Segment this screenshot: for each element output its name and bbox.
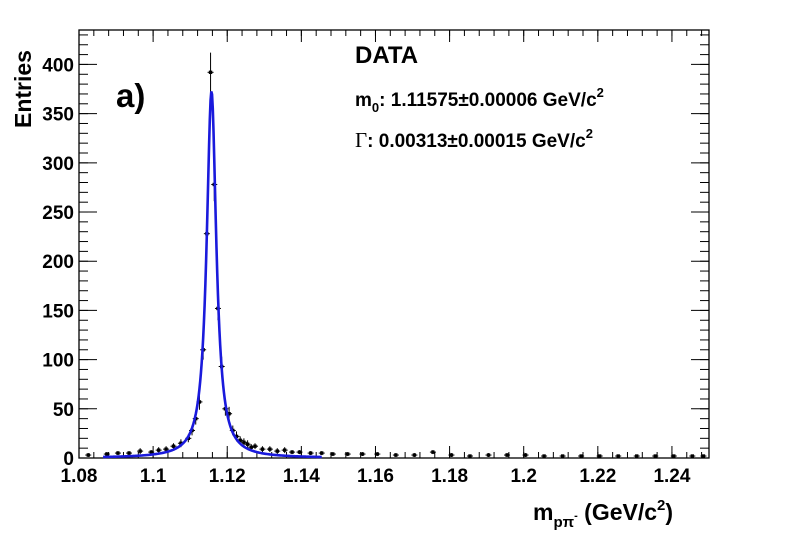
axis-ticks bbox=[78, 30, 709, 459]
y-tick-label: 200 bbox=[42, 252, 74, 273]
width-prefix: Γ bbox=[355, 128, 367, 152]
data-point bbox=[242, 440, 246, 444]
y-axis-title: Entries bbox=[10, 50, 36, 128]
data-point bbox=[579, 454, 583, 458]
x-tick-label: 1.2 bbox=[510, 466, 536, 487]
data-point bbox=[653, 454, 657, 458]
x-axis-title-m: m bbox=[533, 499, 553, 525]
data-point bbox=[290, 450, 294, 454]
x-axis-title: mpπ- (GeV/c2) bbox=[533, 497, 673, 531]
data-point bbox=[260, 447, 265, 451]
data-point bbox=[268, 447, 272, 451]
data-point bbox=[234, 434, 239, 439]
y-tick-label: 300 bbox=[42, 154, 74, 175]
mass-subscript: 0 bbox=[372, 100, 379, 115]
data-point bbox=[331, 452, 335, 456]
data-point bbox=[105, 452, 109, 456]
data-point bbox=[394, 453, 398, 457]
data-point bbox=[431, 450, 435, 454]
x-tick-label: 1.08 bbox=[61, 466, 98, 487]
data-point bbox=[597, 454, 602, 458]
data-point bbox=[360, 452, 365, 456]
mass-value: : 1.11575±0.00006 GeV/c bbox=[379, 90, 597, 111]
data-point bbox=[523, 453, 528, 457]
data-point bbox=[197, 400, 202, 404]
data-point bbox=[238, 438, 242, 442]
x-tick-label: 1.22 bbox=[579, 466, 616, 487]
data-point bbox=[171, 444, 176, 448]
data-point bbox=[468, 454, 472, 458]
data-point bbox=[449, 453, 454, 457]
annotation-title: DATA bbox=[355, 42, 418, 69]
data-point bbox=[320, 451, 324, 455]
x-tick-label: 1.14 bbox=[283, 466, 320, 487]
data-point bbox=[227, 412, 231, 416]
x-axis-title-subsup: - bbox=[574, 510, 578, 522]
data-point bbox=[672, 454, 676, 458]
data-point bbox=[542, 454, 546, 458]
data-point bbox=[249, 445, 254, 449]
data-point bbox=[275, 449, 279, 453]
x-axis-title-close: ) bbox=[665, 499, 673, 525]
data-point bbox=[308, 451, 313, 455]
data-point bbox=[560, 454, 565, 458]
width-superscript: 2 bbox=[586, 126, 593, 141]
fit-curve bbox=[103, 91, 322, 459]
data-point bbox=[245, 442, 250, 446]
x-tick-label: 1.18 bbox=[431, 466, 468, 487]
data-point bbox=[86, 453, 90, 457]
y-tick-label: 50 bbox=[53, 400, 74, 421]
x-tick-label: 1.12 bbox=[209, 466, 246, 487]
data-point bbox=[127, 451, 131, 455]
y-tick-label: 250 bbox=[42, 203, 74, 224]
x-tick-labels: 1.08 1.1 1.12 1.14 1.16 1.18 1.2 1.22 1.24 bbox=[61, 466, 691, 487]
data-point bbox=[116, 451, 120, 455]
width-value: : 0.00313±0.00015 GeV/c bbox=[367, 131, 586, 152]
data-point bbox=[253, 444, 257, 448]
y-tick-label: 350 bbox=[42, 105, 74, 126]
data-points bbox=[85, 52, 707, 458]
panel-label: a) bbox=[116, 77, 145, 114]
x-tick-label: 1.1 bbox=[140, 466, 167, 487]
mass-prefix: m bbox=[355, 90, 372, 111]
data-point bbox=[505, 453, 509, 457]
plot-frame bbox=[78, 29, 710, 459]
y-tick-label: 150 bbox=[42, 301, 74, 322]
data-point bbox=[375, 452, 380, 456]
y-tick-label: 400 bbox=[42, 55, 74, 76]
data-point bbox=[616, 454, 620, 458]
y-tick-label: 100 bbox=[42, 351, 74, 372]
data-point bbox=[208, 70, 213, 75]
data-point bbox=[164, 447, 168, 451]
data-point bbox=[282, 448, 287, 452]
data-point bbox=[486, 453, 491, 457]
data-point bbox=[156, 448, 161, 452]
x-axis-title-unit: (GeV/c bbox=[578, 499, 657, 525]
x-axis-title-superscript: 2 bbox=[657, 497, 665, 514]
x-tick-label: 1.24 bbox=[653, 466, 690, 487]
data-point bbox=[701, 454, 706, 458]
data-point bbox=[297, 450, 302, 454]
y-tick-labels: 0 50 100 150 200 250 300 350 400 bbox=[42, 55, 74, 470]
data-point bbox=[149, 450, 153, 454]
x-axis-title-subscript: pπ bbox=[553, 514, 574, 531]
data-point bbox=[690, 454, 695, 458]
data-point bbox=[138, 449, 142, 453]
data-point bbox=[412, 453, 417, 457]
x-tick-label: 1.16 bbox=[357, 466, 394, 487]
data-point bbox=[635, 454, 639, 458]
y-tick-label: 0 bbox=[63, 449, 74, 470]
width-annotation: Γ: 0.00313±0.00015 GeV/c2 bbox=[355, 126, 593, 152]
mass-annotation: m0: 1.11575±0.00006 GeV/c2 bbox=[355, 85, 604, 115]
data-point bbox=[179, 441, 183, 445]
mass-superscript: 2 bbox=[597, 85, 604, 100]
data-point bbox=[345, 452, 350, 456]
